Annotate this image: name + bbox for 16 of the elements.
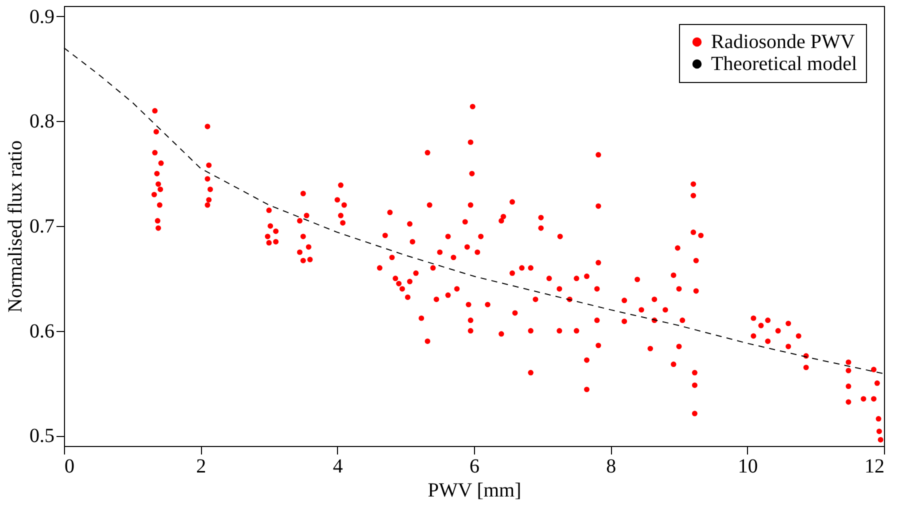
y-tick-label: 0.5 [30,425,54,448]
y-tick-label: 0.8 [30,110,54,133]
y-axis-title: Normalised flux ratio [4,140,26,313]
y-tick-label: 0.9 [30,6,54,28]
legend-label: Theoretical model [711,53,858,75]
y-tick-label: 0.7 [30,216,54,238]
x-tick-label: 12 [864,456,884,478]
legend-label: Radiosonde PWV [711,31,856,53]
x-tick-label: 10 [738,456,758,478]
x-axis-title: PWV [mm] [428,480,522,502]
x-tick-label: 8 [606,456,616,478]
x-tick-label: 0 [64,456,74,478]
y-tick-label: 0.6 [30,320,54,342]
x-tick-label: 4 [332,456,343,478]
x-tick-label: 2 [196,456,206,478]
x-tick-label: 6 [470,456,480,478]
